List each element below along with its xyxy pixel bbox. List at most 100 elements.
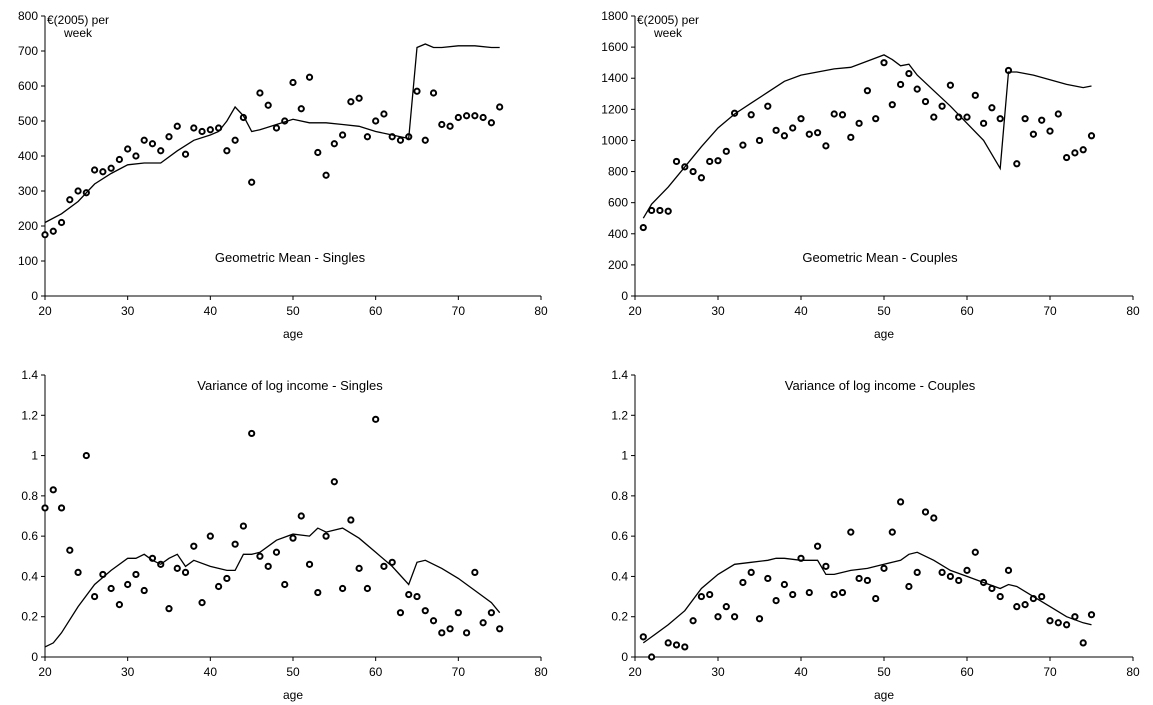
data-point [463,112,471,120]
y-tick-label: 1.2 [21,408,38,422]
y-tick-label: 0.6 [21,529,38,543]
data-point [697,592,706,601]
data-point [165,133,173,141]
data-point [681,643,689,651]
data-point [339,584,347,593]
unit-label: €(2005) per [637,13,699,27]
data-point [1038,592,1046,601]
data-point [190,124,198,132]
data-point [946,81,955,89]
data-point [405,590,413,599]
data-point [429,617,438,625]
data-point [140,136,148,144]
data-point [289,534,297,542]
data-point [339,131,347,139]
y-tick-label: 0 [31,650,38,664]
data-point [181,568,190,577]
data-point [496,625,504,633]
data-point [996,115,1004,123]
data-point [41,504,49,512]
data-point [930,113,938,121]
data-point [396,609,405,617]
data-point [905,582,913,591]
data-point [913,568,921,577]
data-point [689,167,697,176]
data-point [496,103,504,111]
data-point [664,207,672,215]
y-tick-label: 0.4 [21,569,38,583]
y-tick-label: 0 [621,650,628,664]
y-tick-label: 800 [608,165,628,179]
data-point [198,127,206,136]
data-point [1071,149,1079,157]
data-point [380,562,388,570]
x-axis-label: age [283,327,303,341]
x-tick-label: 40 [204,304,218,318]
data-point [297,105,305,113]
y-tick-label: 400 [18,149,38,163]
data-point [446,122,454,130]
y-tick-label: 1.2 [611,408,628,422]
chart-panel-2: 0 200 400 600 800 1000 1200 1400 1600 1800 20 30 40 5… [601,9,1140,341]
data-point [215,582,223,591]
x-tick-label: 40 [204,665,218,679]
y-tick-label: 1000 [601,133,628,147]
data-point [355,94,363,102]
data-point [305,560,314,568]
y-tick-label: 1 [621,449,628,463]
data-point [747,111,755,119]
x-tick-label: 30 [711,304,725,318]
data-point [1021,115,1029,123]
data-point [1013,603,1021,611]
data-point [697,174,706,182]
data-point [1054,110,1062,118]
data-point [897,80,905,89]
data-point [479,619,487,627]
data-point [789,124,797,132]
data-point [413,592,421,601]
y-tick-label: 500 [18,114,38,128]
data-point [722,147,730,155]
data-point [755,615,764,623]
data-point [980,119,988,127]
unit-label: €(2005) per [47,13,109,27]
y-tick-label: 100 [18,254,38,268]
data-point [1004,566,1013,574]
x-tick-label: 60 [960,665,974,679]
data-point [198,599,206,607]
data-point [454,609,462,617]
x-tick-label: 60 [369,304,383,318]
data-point [863,576,872,585]
data-point [314,148,322,157]
data-point [173,122,181,130]
x-tick-label: 60 [369,665,383,679]
data-point [487,119,495,127]
data-point [905,69,913,78]
data-point [429,89,438,97]
data-point [814,129,822,137]
y-tick-label: 1600 [601,40,628,54]
x-tick-label: 20 [628,304,642,318]
data-point [872,115,880,123]
data-point [971,91,979,99]
data-point [838,588,847,597]
data-point [1046,127,1054,135]
unit-label: week [653,26,683,40]
y-tick-label: 400 [608,227,628,241]
data-point [57,504,66,512]
data-point [380,110,388,118]
data-point [446,625,454,633]
data-point [1013,160,1021,168]
data-point [814,542,822,550]
data-point [132,570,140,579]
data-point [396,136,405,144]
data-point [479,113,487,122]
data-point [888,101,896,109]
x-tick-label: 80 [534,304,548,318]
data-point [421,136,429,144]
data-point [99,168,107,176]
data-point [888,528,896,536]
data-point [41,231,49,239]
x-tick-label: 80 [1126,665,1140,679]
